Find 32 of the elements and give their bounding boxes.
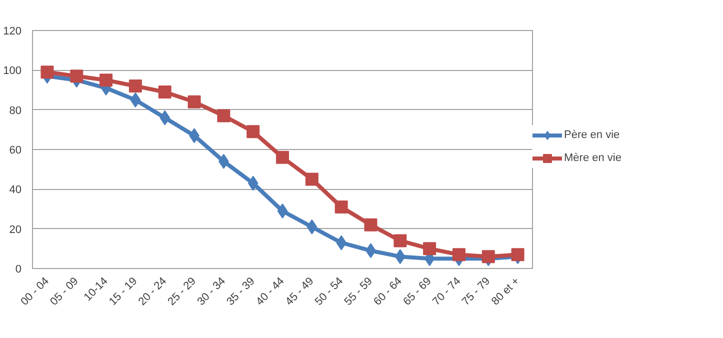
y-tick-label: 100: [3, 65, 22, 78]
point: [130, 92, 141, 108]
point: [364, 218, 378, 232]
legend-label: Père en vie: [564, 129, 620, 141]
y-tick-label: 20: [9, 224, 22, 236]
point: [70, 70, 84, 83]
point: [334, 200, 348, 214]
point: [188, 95, 201, 108]
point: [100, 74, 113, 87]
point: [248, 176, 258, 191]
point: [423, 242, 436, 256]
point: [276, 150, 289, 164]
point: [128, 80, 142, 93]
point: [482, 250, 495, 264]
point: [277, 203, 288, 218]
point: [40, 66, 54, 79]
point: [305, 172, 318, 186]
point: [394, 234, 407, 248]
y-tick-label: 60: [9, 144, 22, 156]
legend-label: Mère en vie: [564, 152, 622, 164]
point: [452, 248, 466, 262]
y-tick-label: 40: [9, 184, 22, 196]
point: [394, 249, 406, 264]
y-tick-label: 0: [15, 264, 22, 276]
point: [306, 219, 318, 234]
y-tick-label: 80: [9, 104, 22, 117]
point: [217, 109, 230, 122]
point: [160, 110, 170, 126]
point: [511, 248, 524, 262]
point: [246, 125, 260, 138]
point: [158, 85, 172, 98]
y-tick-label: 120: [3, 26, 22, 38]
